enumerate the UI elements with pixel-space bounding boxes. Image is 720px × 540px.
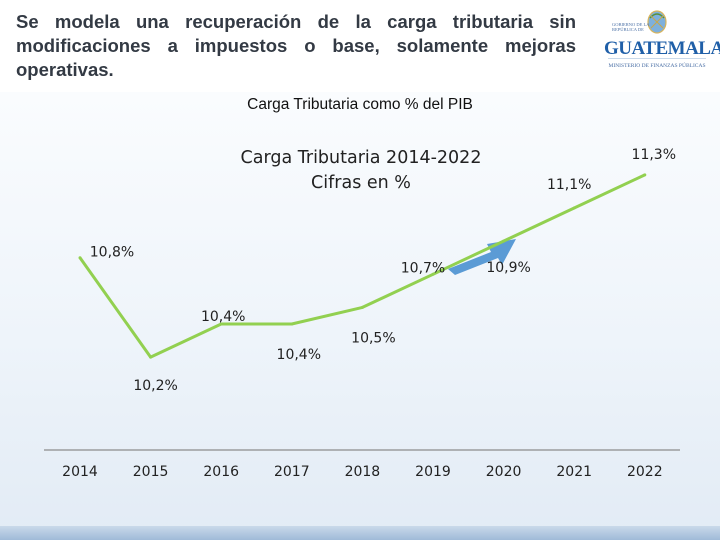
data-label-2017: 10,4% bbox=[277, 347, 321, 363]
x-tick-label-2019: 2019 bbox=[415, 464, 451, 480]
data-point-2021 bbox=[572, 206, 576, 210]
data-point-2022 bbox=[643, 173, 647, 177]
data-label-2019: 10,7% bbox=[401, 260, 445, 276]
data-point-2014 bbox=[78, 256, 82, 260]
logo-wordmark: GUATEMALA bbox=[604, 38, 720, 59]
data-label-2020: 10,9% bbox=[486, 260, 530, 276]
data-point-2019 bbox=[431, 272, 435, 276]
upward-trend-arrow bbox=[448, 239, 516, 275]
x-tick-label-2020: 2020 bbox=[486, 464, 522, 480]
data-label-2021: 11,1% bbox=[547, 177, 591, 193]
series-line-group bbox=[78, 173, 647, 359]
data-label-2015: 10,2% bbox=[133, 378, 177, 394]
chart-title-line-1: Carga Tributaria 2014-2022 bbox=[241, 148, 482, 168]
x-tick-label-2017: 2017 bbox=[274, 464, 310, 480]
data-point-2018 bbox=[360, 305, 364, 309]
logo-ministry: MINISTERIO DE FINANZAS PÚBLICAS bbox=[608, 63, 706, 69]
x-tick-label-2014: 2014 bbox=[62, 464, 98, 480]
data-point-2016 bbox=[219, 322, 223, 326]
x-tick-label-2018: 2018 bbox=[345, 464, 381, 480]
x-tick-label-2016: 2016 bbox=[203, 464, 239, 480]
trend-arrow-icon bbox=[448, 239, 516, 275]
data-label-2016: 10,4% bbox=[201, 309, 245, 325]
slide-subtitle: Carga Tributaria como % del PIB bbox=[247, 96, 473, 113]
logo-topline: GOBIERNO DE LA REPÚBLICA DE bbox=[612, 22, 650, 32]
bottom-band bbox=[0, 526, 720, 540]
x-tick-label-2021: 2021 bbox=[556, 464, 592, 480]
data-label-2022: 11,3% bbox=[632, 147, 676, 163]
x-tick-label-2022: 2022 bbox=[627, 464, 663, 480]
chart-title-line-2: Cifras en % bbox=[311, 173, 411, 193]
slide-header: Se modela una recuperación de la carga t… bbox=[0, 0, 720, 92]
guatemala-coat-of-arms-icon bbox=[608, 10, 706, 59]
slide-headline: Se modela una recuperación de la carga t… bbox=[16, 11, 576, 80]
data-point-2017 bbox=[290, 322, 294, 326]
guatemala-logo: GOBIERNO DE LA REPÚBLICA DE GUATEMALA MI… bbox=[604, 8, 720, 78]
data-point-2020 bbox=[502, 239, 506, 243]
x-tick-label-2015: 2015 bbox=[133, 464, 169, 480]
data-labels-group: 10,8% 10,2% 10,4% 10,4% 10,5% 10,7% 10,9% 11,1%… bbox=[90, 147, 676, 394]
data-label-2014: 10,8% bbox=[90, 245, 134, 261]
x-tick-labels-group: 2014 2015 2016 2017 2018 2019 2020 2021 2022 bbox=[62, 464, 662, 480]
data-point-2015 bbox=[149, 355, 153, 359]
data-label-2018: 10,5% bbox=[351, 330, 395, 346]
